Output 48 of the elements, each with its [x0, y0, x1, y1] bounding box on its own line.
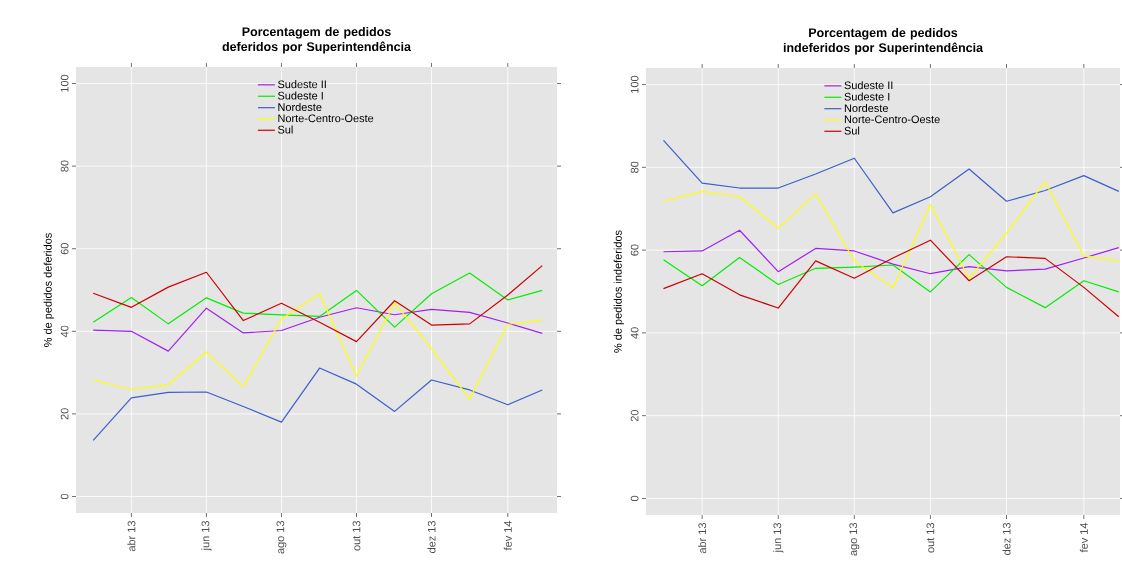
legend-label: Nordeste — [844, 103, 888, 113]
x-tick-label: fev 14 — [503, 520, 512, 551]
legend-label: Sudeste I — [844, 92, 890, 101]
y-axis-title: % de pedidos indeferidos — [613, 230, 624, 353]
y-tick-label: 40 — [630, 327, 639, 339]
y-tick-label: 60 — [630, 244, 639, 256]
legend-label: Sul — [844, 126, 860, 135]
line-series — [92, 272, 543, 328]
legend-label: Sudeste II — [277, 80, 326, 89]
x-tick-label: out 13 — [926, 523, 935, 553]
x-tick-label: jun 13 — [201, 521, 212, 551]
y-tick-label: 100 — [630, 75, 639, 93]
y-tick-label: 0 — [60, 493, 69, 500]
x-tick-label: ago 13 — [849, 523, 860, 556]
x-tick-label: abr 13 — [127, 521, 136, 552]
chart-title: Porcentagem de pedidos deferidos por Superintendência — [222, 26, 412, 54]
line-series — [662, 254, 1120, 309]
x-tick-label: jun 13 — [773, 523, 784, 553]
y-tick-label: 80 — [630, 161, 639, 173]
line-series — [662, 139, 1120, 214]
line-series — [92, 293, 543, 400]
legend-label: Norte-Centro-Oeste — [278, 114, 374, 123]
y-tick-label: 20 — [630, 410, 639, 422]
legend-label: Sudeste I — [277, 91, 323, 100]
legend-label: Sudeste II — [844, 81, 893, 90]
y-tick-label: 100 — [60, 74, 69, 92]
line-series — [662, 180, 1120, 289]
y-tick-label: 0 — [630, 495, 639, 502]
x-tick-label: fev 14 — [1079, 522, 1088, 553]
y-tick-label: 40 — [60, 325, 69, 338]
y-tick-label: 60 — [60, 243, 69, 255]
x-tick-label: dez 13 — [1002, 523, 1011, 555]
x-tick-label: dez 13 — [427, 521, 436, 553]
x-tick-label: ago 13 — [276, 521, 287, 554]
line-series — [92, 307, 543, 352]
y-tick-label: 20 — [60, 408, 69, 420]
line-series — [92, 367, 543, 441]
x-tick-label: abr 13 — [698, 523, 707, 554]
legend-label: Sul — [277, 125, 293, 134]
legend-label: Nordeste — [278, 102, 322, 112]
y-axis-title: % de pedidos deferidos — [43, 233, 54, 347]
y-tick-label: 80 — [60, 160, 69, 172]
line-series — [662, 229, 1120, 275]
legend-label: Norte-Centro-Oeste — [844, 115, 940, 124]
chart-title: Porcentagem de pedidos indeferidos por Superintendência — [783, 27, 984, 55]
line-series — [662, 239, 1120, 318]
line-series — [92, 265, 543, 343]
x-tick-label: out 13 — [352, 521, 361, 551]
